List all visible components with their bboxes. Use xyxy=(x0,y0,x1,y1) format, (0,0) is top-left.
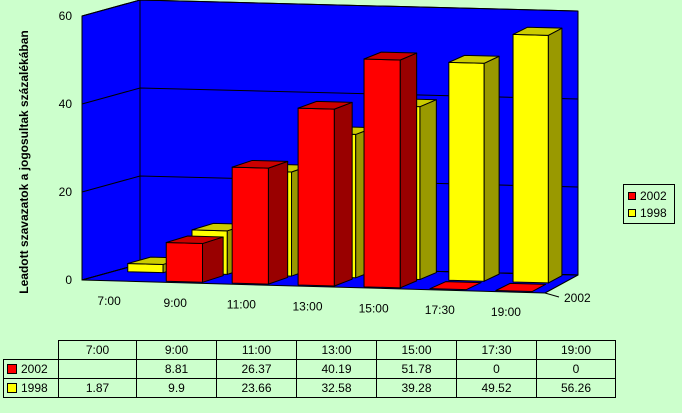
data-table-row-2002: 2002 8.81 26.37 40.19 51.78 0 0 xyxy=(3,359,616,379)
bar-2002-3-top xyxy=(297,100,353,110)
bar-2002-4-top xyxy=(363,51,418,61)
data-table-cell xyxy=(58,359,137,379)
x-tick-label: 11:00 xyxy=(227,298,256,312)
data-table-cell: 39.28 xyxy=(376,378,457,398)
y-axis-title: Leadott szavazatok a jogosultak százalék… xyxy=(17,30,31,294)
bar-2002-5 xyxy=(429,281,482,291)
y-tick-label: 40 xyxy=(59,97,73,111)
bar-2002-4-front xyxy=(363,58,401,289)
bar-1998-4-side xyxy=(419,99,437,280)
row-swatch-2002 xyxy=(7,364,17,374)
side-wall xyxy=(81,0,141,281)
bar-1998-0-front xyxy=(127,263,164,274)
bar-1998-6-front xyxy=(512,33,549,284)
data-table-cell: 0 xyxy=(536,359,616,379)
bar-1998-6-top xyxy=(512,26,563,36)
data-table-cell: 8.81 xyxy=(136,359,217,379)
depth-axis-label: 2002 xyxy=(564,291,591,305)
legend-label-1998: 1998 xyxy=(640,206,667,220)
data-table-cell: 26.37 xyxy=(216,359,297,379)
data-table-cell: 51.78 xyxy=(376,359,457,379)
plot-area: 0 20 40 60 2002 7:00 9:00 11:00 13:00 15:00 17:30 1… xyxy=(59,0,591,319)
data-table-col-header: 9:00 xyxy=(136,340,217,360)
data-table-cell: 23.66 xyxy=(216,378,297,398)
bar-2002-4-side xyxy=(399,52,418,289)
data-table-col-header: 17:30 xyxy=(456,340,537,360)
data-table-col-header: 11:00 xyxy=(216,340,297,360)
data-table-cell: 9.9 xyxy=(136,378,217,398)
bar-2002-2-side xyxy=(267,160,289,285)
data-table-cell: 49.52 xyxy=(456,378,537,398)
data-table: 7:00 9:00 11:00 13:00 15:00 17:30 19:00 … xyxy=(3,340,616,398)
data-table-cell: 56.26 xyxy=(536,378,616,398)
y-tick-label: 0 xyxy=(65,273,72,287)
data-table-cell: 1.87 xyxy=(58,378,137,398)
legend: 2002 1998 xyxy=(623,184,675,224)
data-table-header-row: 7:00 9:00 11:00 13:00 15:00 17:30 19:00 xyxy=(3,340,616,360)
row-swatch-1998 xyxy=(7,383,17,393)
x-tick-label: 7:00 xyxy=(97,294,121,308)
data-table-col-header: 19:00 xyxy=(536,340,616,360)
bar-1998-5-side xyxy=(483,55,500,282)
data-table-col-header: 13:00 xyxy=(296,340,377,360)
legend-swatch-1998 xyxy=(628,209,636,217)
x-tick-label: 13:00 xyxy=(292,300,322,314)
x-tick-label: 17:30 xyxy=(425,303,455,317)
legend-swatch-2002 xyxy=(628,192,636,200)
data-table-row-header: 1998 xyxy=(3,378,59,398)
bar-1998-5-top xyxy=(448,54,500,64)
data-table-row-header: 2002 xyxy=(3,359,59,379)
legend-label-2002: 2002 xyxy=(640,189,667,203)
data-table-cell: 0 xyxy=(456,359,537,379)
y-tick-label: 60 xyxy=(59,9,73,23)
x-tick-label: 15:00 xyxy=(359,301,389,315)
bar-2002-1-top xyxy=(165,235,224,245)
bar-2002-6 xyxy=(495,282,547,293)
bar-1998-5-front xyxy=(448,61,485,282)
y-tick-label: 20 xyxy=(59,185,73,199)
gridline xyxy=(81,0,579,17)
data-table-col-header: 15:00 xyxy=(376,340,457,360)
x-tick-label: 9:00 xyxy=(164,296,188,310)
bar-2002-3-side xyxy=(333,101,353,287)
x-tick-label: 19:00 xyxy=(491,305,521,319)
bar-2002-1-side xyxy=(202,236,224,283)
bar-1998-6-side xyxy=(547,27,563,284)
bar-2002-2-front xyxy=(231,166,269,285)
data-table-col-header: 7:00 xyxy=(58,340,137,360)
bar-2002-1-front xyxy=(165,242,204,283)
data-table-cell: 32.58 xyxy=(296,378,377,398)
bar-2002-2-top xyxy=(231,159,289,169)
data-table-cell: 40.19 xyxy=(296,359,377,379)
gridline xyxy=(81,87,579,105)
data-table-row-1998: 1998 1.87 9.9 23.66 32.58 39.28 49.52 56… xyxy=(3,378,616,398)
bar-2002-3-front xyxy=(297,107,335,287)
depth-axis-tick xyxy=(544,292,560,298)
